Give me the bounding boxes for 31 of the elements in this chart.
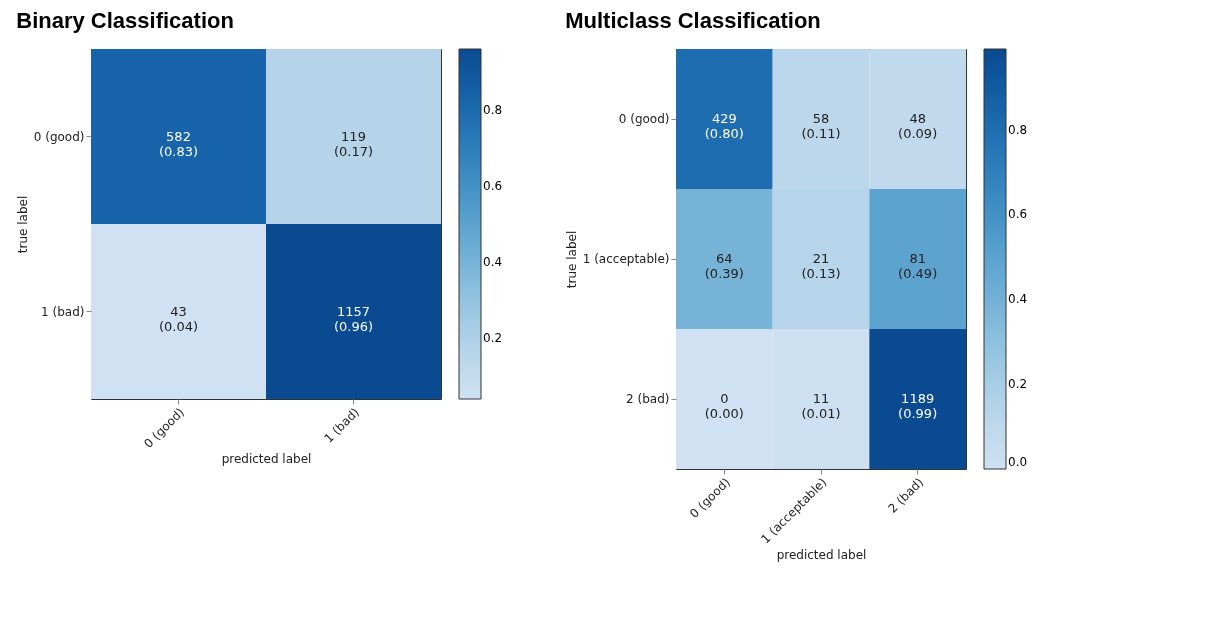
color-bar-label: 0.6 xyxy=(1008,207,1028,222)
data-label: 43 (0.04) xyxy=(158,303,199,334)
y-tick-label: 0 (good) xyxy=(618,112,670,126)
data-label: 1157 (0.96) xyxy=(333,303,374,334)
data-label: 119 (0.17) xyxy=(333,128,374,159)
data-label: 64 (0.39) xyxy=(704,251,744,281)
x-axis-title: predicted label xyxy=(776,547,867,562)
color-bar-label: 0.2 xyxy=(1008,377,1028,392)
data-label: 11 (0.01) xyxy=(801,391,841,421)
color-bar-label: 0.0 xyxy=(1008,455,1028,469)
data-label: 429 (0.80) xyxy=(704,111,744,141)
color-bar-label: 0.8 xyxy=(1008,122,1028,137)
data-label: 0 (0.00) xyxy=(704,391,744,421)
color-bar-label: 0.4 xyxy=(1008,292,1028,307)
x-axis-title: predicted label xyxy=(221,452,312,467)
color-bar-label: 0.4 xyxy=(483,255,503,270)
y-tick-label: 2 (bad) xyxy=(626,392,670,406)
chart-title: Binary Classification xyxy=(16,8,234,33)
data-label: 81 (0.49) xyxy=(898,251,938,281)
data-label: 582 (0.83) xyxy=(158,128,199,159)
y-tick-label: 1 (acceptable) xyxy=(582,252,670,266)
data-label: 21 (0.13) xyxy=(801,251,841,281)
y-axis-title: true label xyxy=(564,230,579,289)
y-axis-title: true label xyxy=(15,195,30,254)
chart-title: Multiclass Classification xyxy=(565,8,821,33)
data-label: 1189 (0.99) xyxy=(898,391,938,421)
data-label: 58 (0.11) xyxy=(801,111,841,141)
data-label: 48 (0.09) xyxy=(898,111,938,141)
color-bar-label: 0.8 xyxy=(483,102,503,117)
color-bar-label: 0.2 xyxy=(483,331,503,346)
color-bar-label: 0.6 xyxy=(483,178,503,193)
